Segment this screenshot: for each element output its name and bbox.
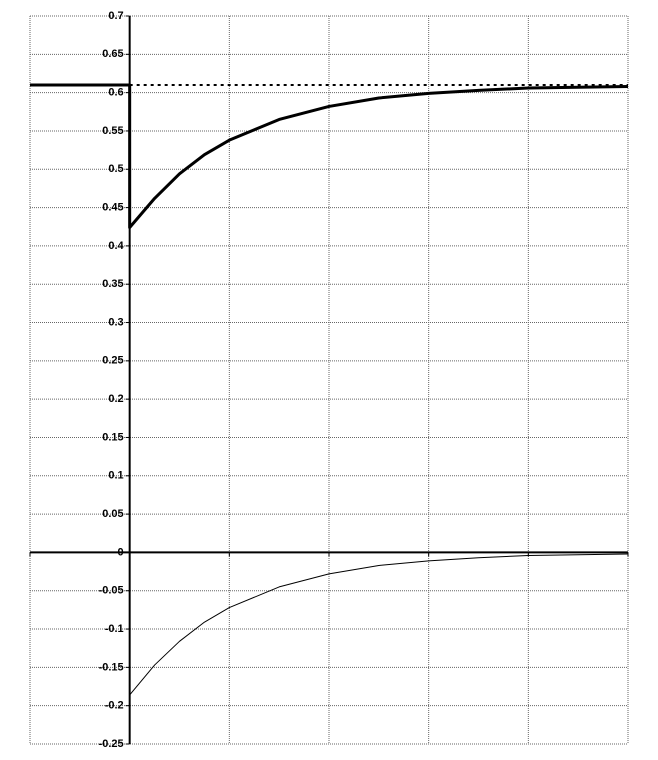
- y-tick-label: 0.45: [102, 201, 123, 213]
- y-tick-label: 0.5: [108, 163, 123, 175]
- y-tick-label: 0.2: [108, 393, 123, 405]
- y-tick-label: 0.25: [102, 355, 123, 367]
- y-tick-label: 0.05: [102, 508, 123, 520]
- y-tick-label: 0.35: [102, 278, 123, 290]
- y-tick-label: 0.15: [102, 431, 123, 443]
- data-line: [30, 83, 629, 230]
- y-tick-label: 0.6: [108, 87, 123, 99]
- y-tick-label: -0.2: [105, 700, 124, 712]
- y-tick-label: 0.55: [102, 125, 123, 137]
- y-tick-label: 0.1: [108, 470, 123, 482]
- y-tick-label: -0.1: [105, 623, 124, 635]
- y-tick-label: 0.4: [108, 240, 124, 252]
- data-line: [129, 553, 629, 696]
- y-tick-label: 0.65: [102, 48, 123, 60]
- y-tick-label: -0.15: [99, 661, 124, 673]
- y-tick-label: -0.25: [99, 738, 124, 750]
- y-tick-label: 0.7: [108, 10, 123, 22]
- y-tick-label: 0.3: [108, 316, 123, 328]
- y-tick-label: -0.05: [99, 585, 124, 597]
